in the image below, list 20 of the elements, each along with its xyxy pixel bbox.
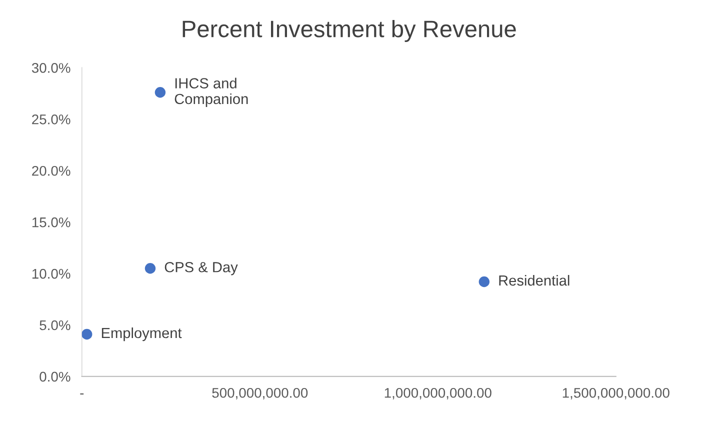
point bbox=[478, 276, 490, 288]
chart-title: Percent Investment by Revenue bbox=[182, 20, 516, 42]
y-tick-label: 5.0% bbox=[40, 320, 70, 330]
point bbox=[154, 87, 166, 98]
annotation: Residential bbox=[499, 274, 570, 286]
x-tick-label: 1,500,000,000.00 bbox=[562, 388, 670, 400]
point bbox=[82, 328, 92, 340]
y-tick-label: 0.0% bbox=[40, 372, 70, 382]
y-tick-label: 15.0% bbox=[32, 217, 70, 228]
x-tick-label: 1,000,000,000.00 bbox=[384, 388, 492, 400]
y-tick-label: 20.0% bbox=[32, 166, 70, 176]
y-tick-label: 25.0% bbox=[32, 114, 70, 124]
annotation: CPS & Day bbox=[164, 262, 238, 276]
point bbox=[144, 263, 156, 274]
y-tick-label: 10.0% bbox=[32, 268, 70, 279]
x-tick-label: 500,000,000.00 bbox=[212, 388, 308, 400]
annotation: Employment bbox=[102, 327, 182, 342]
x-tick-label: - bbox=[80, 393, 84, 394]
y-tick-label: 30.0% bbox=[32, 63, 70, 73]
annotation: IHCS and Companion bbox=[174, 78, 248, 108]
